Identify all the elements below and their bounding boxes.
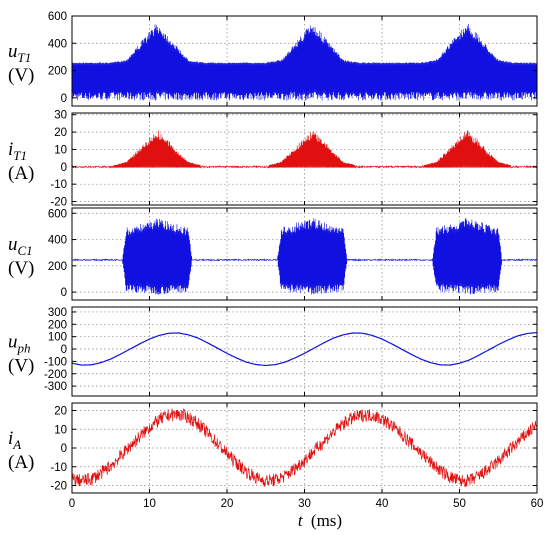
panel-3: 0 200 400 600 uC1(V) xyxy=(8,207,538,301)
y-tick-label: 0 xyxy=(61,443,67,455)
series-line xyxy=(71,331,538,367)
series-line xyxy=(71,407,538,488)
x-tick-label: 60 xyxy=(531,498,544,510)
x-tick-label: 50 xyxy=(453,498,466,510)
y-tick-label: 200 xyxy=(48,261,67,273)
x-tick-label: 20 xyxy=(221,498,234,510)
x-tick-label: 40 xyxy=(376,498,389,510)
y-tick-label: 20 xyxy=(54,406,67,418)
y-axis-unit: (V) xyxy=(8,356,34,377)
y-tick-label: -20 xyxy=(50,481,67,493)
y-tick-label: 0 xyxy=(61,162,67,174)
y-axis-subscript: A xyxy=(12,437,21,452)
y-tick-label: 20 xyxy=(54,127,67,139)
y-axis-unit: (V) xyxy=(8,65,34,86)
y-tick-label: 300 xyxy=(48,307,67,319)
y-axis-unit: (A) xyxy=(8,163,34,184)
panel-5: -20 -10 0 10 20 0 10 20 30 40 50 60 iA(A) xyxy=(8,402,544,510)
panel-2: -20 -10 0 10 20 30 iT1(A) xyxy=(8,110,538,209)
y-tick-label: 100 xyxy=(48,332,67,344)
y-tick-label: 0 xyxy=(61,93,67,105)
y-tick-label: 400 xyxy=(48,235,67,247)
panel-1: 0 200 400 600 uT1(V) xyxy=(8,11,538,107)
y-axis-var: u xyxy=(8,332,18,353)
y-tick-label: -300 xyxy=(44,381,67,393)
y-tick-label: -100 xyxy=(44,356,67,368)
y-axis-label: uT1 xyxy=(8,41,31,65)
x-axis-var: t xyxy=(298,511,304,530)
y-tick-label: 30 xyxy=(54,110,67,122)
y-axis-subscript: C1 xyxy=(18,243,33,258)
y-axis-label: uC1 xyxy=(8,234,33,258)
y-axis-subscript: ph xyxy=(17,341,31,356)
y-axis-subscript: T1 xyxy=(13,148,27,163)
y-tick-label: 600 xyxy=(48,11,67,23)
y-tick-label: -10 xyxy=(50,462,67,474)
series-line xyxy=(71,23,538,101)
y-tick-label: -200 xyxy=(44,369,67,381)
y-axis-var: u xyxy=(8,41,18,62)
y-tick-label: 200 xyxy=(48,319,67,331)
y-tick-label: -10 xyxy=(50,179,67,191)
y-tick-label: 600 xyxy=(48,208,67,220)
y-axis-unit: (A) xyxy=(8,452,34,473)
y-tick-label: 0 xyxy=(61,287,67,299)
y-tick-label: 400 xyxy=(48,38,67,50)
x-tick-label: 30 xyxy=(298,498,311,510)
y-tick-label: -20 xyxy=(50,197,67,209)
series-line xyxy=(71,218,538,295)
y-axis-label: iA xyxy=(8,428,21,452)
x-tick-label: 0 xyxy=(69,498,75,510)
y-tick-label: 200 xyxy=(48,66,67,78)
y-axis-var: i xyxy=(8,428,13,449)
y-axis-label: iT1 xyxy=(8,139,27,163)
y-tick-label: 10 xyxy=(54,144,67,156)
y-axis-var: i xyxy=(8,139,13,160)
x-axis-label: t (ms) xyxy=(298,511,342,530)
y-axis-unit: (V) xyxy=(8,258,34,279)
panels-layer: 0200400600uT1(V)-20-100102030iT1(A)02004… xyxy=(8,11,543,510)
x-tick-label: 10 xyxy=(143,498,156,510)
series-line xyxy=(71,130,538,169)
x-axis-unit: (ms) xyxy=(311,511,342,530)
y-axis-label: uph xyxy=(8,332,31,356)
y-axis-subscript: T1 xyxy=(18,50,32,65)
y-tick-label: 10 xyxy=(54,424,67,436)
y-tick-label: 0 xyxy=(61,344,67,356)
y-axis-var: u xyxy=(8,234,18,255)
